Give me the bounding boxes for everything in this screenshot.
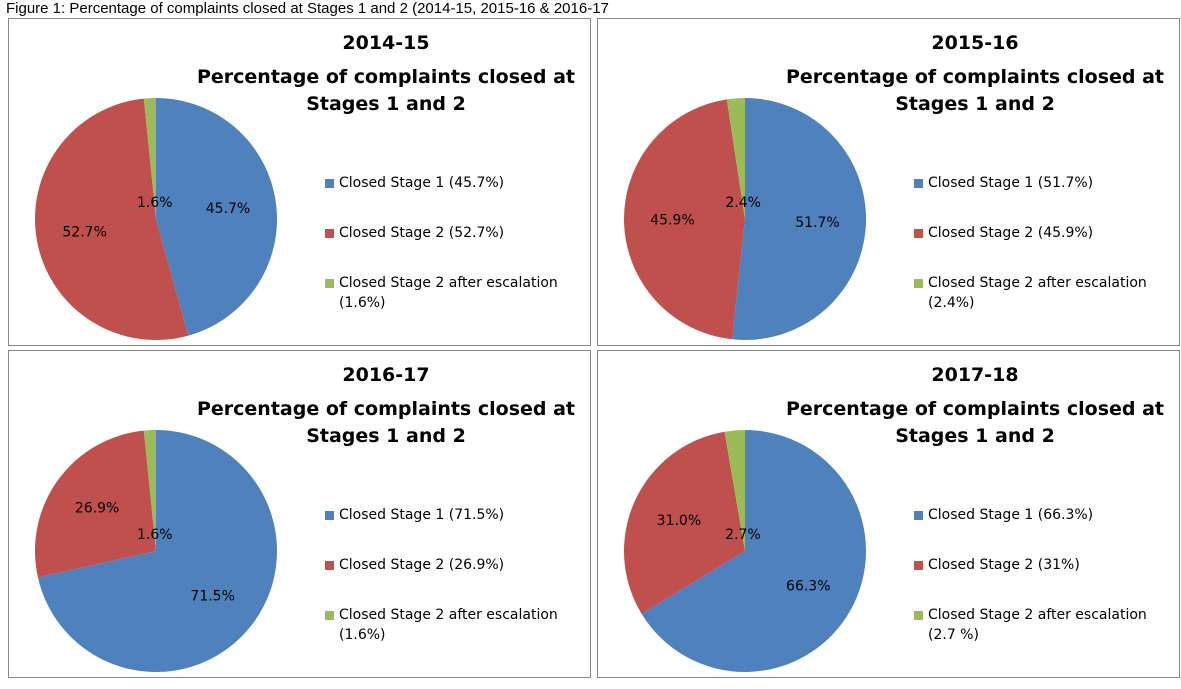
- legend-label: Closed Stage 2 (31%): [928, 557, 1080, 573]
- legend: Closed Stage 1 (71.5%) Closed Stage 2 (26…: [325, 505, 565, 655]
- legend-swatch: [325, 561, 334, 570]
- legend-swatch: [914, 611, 923, 620]
- data-label: 2.7%: [725, 527, 761, 543]
- pie-slice: [732, 98, 867, 341]
- legend-label: Closed Stage 1 (71.5%): [339, 507, 505, 523]
- legend-swatch: [914, 229, 923, 238]
- pie-slice: [726, 98, 745, 219]
- legend-swatch: [325, 279, 334, 288]
- legend-item: Closed Stage 2 (31%): [914, 555, 1154, 605]
- data-label: 71.5%: [190, 588, 234, 604]
- legend-label: Closed Stage 2 after escalation (1.6%): [339, 275, 558, 311]
- chart-subtitle: Stages 1 and 2: [306, 425, 466, 447]
- data-label: 51.7%: [795, 215, 839, 231]
- legend-label: Closed Stage 2 after escalation (2.7 %): [928, 607, 1147, 643]
- data-label: 31.0%: [657, 513, 701, 529]
- legend-label: Closed Stage 1 (66.3%): [928, 507, 1094, 523]
- caption: Figure 1: Percentage of complaints close…: [6, 0, 609, 17]
- legend: Closed Stage 1 (45.7%) Closed Stage 2 (52…: [325, 173, 565, 323]
- data-label: 1.6%: [137, 195, 173, 211]
- chart-subtitle: Percentage of complaints closed at: [786, 66, 1164, 88]
- pie-slice: [35, 98, 189, 340]
- legend-item: Closed Stage 2 after escalation (1.6%): [325, 605, 565, 655]
- chart: 2015-16 Percentage of complaints closed a…: [624, 32, 1164, 341]
- data-label: 52.7%: [62, 224, 106, 240]
- pie-slice: [35, 430, 157, 578]
- legend-item: Closed Stage 2 after escalation (1.6%): [325, 273, 565, 323]
- pie-slice: [724, 430, 745, 551]
- legend-swatch: [914, 279, 923, 288]
- chart-title: 2014-15: [342, 32, 429, 54]
- pie-slice: [143, 430, 156, 551]
- legend-item: Closed Stage 2 after escalation (2.4%): [914, 273, 1154, 323]
- legend-swatch: [914, 179, 923, 188]
- legend: Closed Stage 1 (51.7%) Closed Stage 2 (45…: [914, 173, 1154, 323]
- pie-slice: [156, 98, 277, 336]
- data-label: 26.9%: [75, 501, 119, 517]
- chart: 2016-17 Percentage of complaints closed a…: [35, 364, 575, 672]
- chart-panel: 2015-16 Percentage of complaints closed a…: [597, 18, 1180, 346]
- chart-subtitle: Stages 1 and 2: [895, 93, 1055, 115]
- chart-panel: 2014-15 Percentage of complaints closed a…: [8, 18, 591, 346]
- pie-slice: [624, 99, 745, 340]
- data-label: 45.9%: [650, 213, 694, 229]
- legend-swatch: [325, 511, 334, 520]
- data-label: 2.4%: [725, 195, 761, 211]
- legend-label: Closed Stage 2 (26.9%): [339, 557, 505, 573]
- chart-title: 2017-18: [931, 364, 1018, 386]
- chart-title: 2016-17: [342, 364, 429, 386]
- pie-slice: [641, 430, 866, 672]
- legend-item: Closed Stage 1 (51.7%): [914, 173, 1154, 223]
- legend-item: Closed Stage 1 (45.7%): [325, 173, 565, 223]
- chart: 2017-18 Percentage of complaints closed a…: [624, 364, 1164, 672]
- legend-swatch: [914, 561, 923, 570]
- chart-subtitle: Percentage of complaints closed at: [786, 398, 1164, 420]
- legend-item: Closed Stage 1 (71.5%): [325, 505, 565, 555]
- chart-subtitle: Percentage of complaints closed at: [197, 398, 575, 420]
- pie-slice: [37, 430, 278, 672]
- legend-item: Closed Stage 1 (66.3%): [914, 505, 1154, 555]
- chart: 2014-15 Percentage of complaints closed a…: [35, 32, 575, 340]
- legend-swatch: [914, 511, 923, 520]
- data-label: 45.7%: [206, 201, 250, 217]
- chart-panel: 2016-17 Percentage of complaints closed a…: [8, 350, 591, 678]
- legend-item: Closed Stage 2 (52.7%): [325, 223, 565, 273]
- legend-label: Closed Stage 1 (45.7%): [339, 175, 505, 191]
- legend-label: Closed Stage 2 after escalation (2.4%): [928, 275, 1147, 311]
- legend-item: Closed Stage 2 (26.9%): [325, 555, 565, 605]
- legend: Closed Stage 1 (66.3%) Closed Stage 2 (31…: [914, 505, 1154, 655]
- chart-panel: 2017-18 Percentage of complaints closed a…: [597, 350, 1180, 678]
- chart-subtitle: Percentage of complaints closed at: [197, 66, 575, 88]
- chart-subtitle: Stages 1 and 2: [895, 425, 1055, 447]
- data-label: 1.6%: [137, 527, 173, 543]
- legend-swatch: [325, 229, 334, 238]
- legend-swatch: [325, 611, 334, 620]
- legend-swatch: [325, 179, 334, 188]
- chart-subtitle: Stages 1 and 2: [306, 93, 466, 115]
- pie-slice: [624, 431, 745, 614]
- data-label: 66.3%: [786, 579, 830, 595]
- legend-label: Closed Stage 2 after escalation (1.6%): [339, 607, 558, 643]
- legend-label: Closed Stage 2 (52.7%): [339, 225, 505, 241]
- legend-item: Closed Stage 2 after escalation (2.7 %): [914, 605, 1154, 655]
- legend-label: Closed Stage 1 (51.7%): [928, 175, 1094, 191]
- pie-slice: [143, 98, 156, 219]
- legend-item: Closed Stage 2 (45.9%): [914, 223, 1154, 273]
- legend-label: Closed Stage 2 (45.9%): [928, 225, 1094, 241]
- chart-title: 2015-16: [931, 32, 1018, 54]
